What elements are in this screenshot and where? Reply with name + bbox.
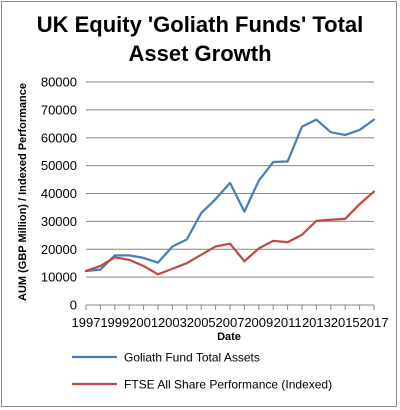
y-tick-label: 40000 [41,186,77,201]
series-lines [84,118,376,276]
series-line-1 [84,118,376,273]
y-axis-title: AUM (GBP Million) / Indexed Performance [17,83,29,301]
x-tick-label: 2017 [360,315,389,330]
y-tick-label: 30000 [41,214,77,229]
x-tick-labels: 1997 1999 2001 2003 2005 2007 2009 2011 2013 2015… [72,315,389,330]
x-tick-label: 2009 [244,315,273,330]
series-line-2 [84,190,376,276]
y-tick-labels: 0 10000 20000 30000 40000 50000 60000 70000 8000… [41,75,77,313]
y-tick-label: 70000 [41,102,77,117]
x-tick-label: 1997 [72,315,101,330]
x-tick-label: 2001 [129,315,158,330]
y-tick-label: 60000 [41,130,77,145]
axes [85,304,375,310]
gridlines [86,81,374,278]
y-tick-label: 80000 [41,75,77,90]
legend-label-1: Goliath Fund Total Assets [124,351,260,365]
chart-title-line-2: Asset Growth [128,41,271,66]
y-tick-label: 20000 [41,242,77,257]
x-tick-label: 2007 [216,315,245,330]
x-tick-label: 2011 [274,315,302,330]
x-tick-label: 2005 [187,315,216,330]
x-tick-label: 2013 [302,315,331,330]
y-tick-label: 10000 [41,270,77,285]
x-tick-label: 2003 [158,315,187,330]
x-axis-title: Date [217,331,241,343]
x-tick-label: 2015 [331,315,360,330]
legend-label-2: FTSE All Share Performance (Indexed) [124,378,332,392]
y-tick-label: 0 [70,298,77,313]
y-tick-label: 50000 [41,158,77,173]
legend: Goliath Fund Total Assets FTSE All Share … [72,351,332,392]
x-tick-label: 1999 [100,315,129,330]
chart-title-line-1: UK Equity 'Goliath Funds' Total [37,12,364,37]
